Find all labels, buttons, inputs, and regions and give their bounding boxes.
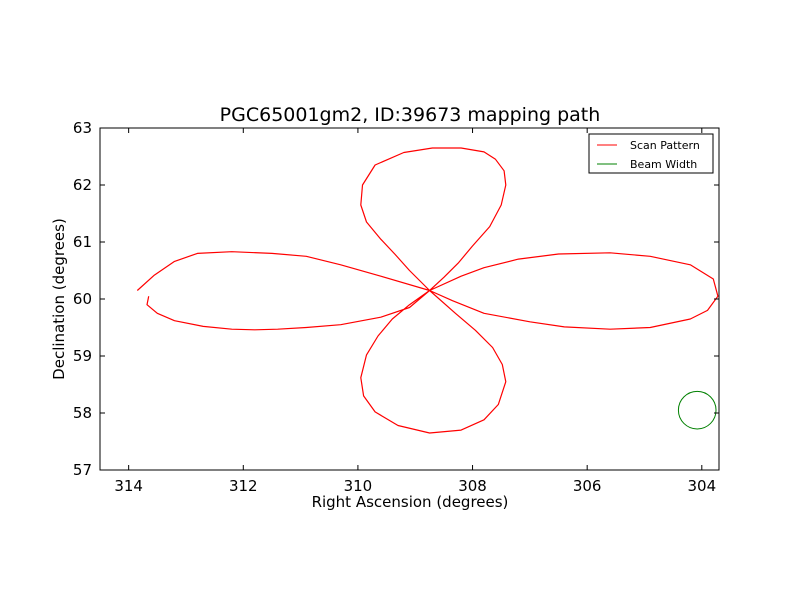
y-tick-label: 58 (73, 404, 92, 422)
series-scan-pattern-line (136, 147, 719, 434)
x-tick-label: 304 (687, 477, 716, 495)
y-tick-label: 59 (73, 347, 92, 365)
chart-title: PGC65001gm2, ID:39673 mapping path (220, 104, 601, 126)
x-tick-label: 312 (229, 477, 258, 495)
x-tick-label: 314 (114, 477, 143, 495)
x-axis-label: Right Ascension (degrees) (312, 493, 509, 511)
legend: Scan Pattern Beam Width (588, 133, 714, 174)
plot-area (100, 128, 719, 470)
legend-label-scan-pattern: Scan Pattern (630, 139, 700, 152)
y-tick-label: 62 (73, 176, 92, 194)
x-tick-label: 310 (344, 477, 373, 495)
y-axis-label: Declination (degrees) (50, 218, 68, 380)
legend-label-beam-width: Beam Width (630, 158, 697, 171)
series-layer (136, 147, 719, 434)
y-tick-label: 60 (73, 290, 92, 308)
y-tick-label: 61 (73, 233, 92, 251)
x-axis-ticks: 314 312 310 308 306 304 (114, 128, 716, 495)
legend-box (588, 133, 714, 174)
y-tick-label: 57 (73, 461, 92, 479)
y-tick-label: 63 (73, 119, 92, 137)
x-tick-label: 306 (573, 477, 602, 495)
series-beam-width-circle (677, 390, 717, 430)
x-tick-label: 308 (458, 477, 487, 495)
y-axis-ticks: 57 58 59 60 61 62 63 (73, 119, 719, 479)
